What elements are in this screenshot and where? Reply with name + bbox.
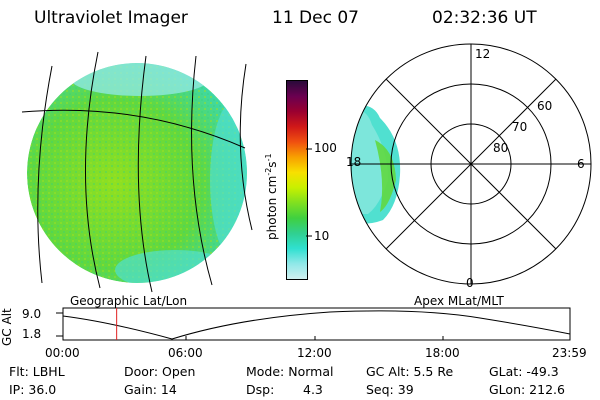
mlt-0: 0 bbox=[466, 276, 474, 290]
instrument-title: Ultraviolet Imager bbox=[34, 8, 188, 28]
info-glat: GLat: -49.3 bbox=[489, 364, 559, 379]
mlat-70: 70 bbox=[512, 120, 528, 134]
color-bar bbox=[286, 80, 308, 280]
altitude-ymax: 9.0 bbox=[22, 307, 42, 321]
info-door: Door: Open bbox=[124, 364, 196, 379]
xtick-0000: 00:00 bbox=[45, 346, 80, 360]
date-label: 11 Dec 07 bbox=[272, 8, 359, 28]
left-caption: Geographic Lat/Lon bbox=[70, 294, 188, 308]
altitude-ymin: 1.8 bbox=[22, 327, 42, 341]
info-dsp-label: Dsp: bbox=[246, 382, 275, 397]
xtick-1800: 18:00 bbox=[425, 346, 460, 360]
info-ip: IP: 36.0 bbox=[9, 382, 57, 397]
colorbar-tick-10: 10 bbox=[314, 229, 330, 243]
xtick-2359: 23:59 bbox=[552, 346, 587, 360]
right-caption: Apex MLat/MLT bbox=[414, 294, 504, 308]
colorbar-tick-100: 100 bbox=[314, 141, 337, 155]
info-dsp-value: 4.3 bbox=[303, 382, 323, 397]
mlat-60: 60 bbox=[537, 99, 553, 113]
mlat-80: 80 bbox=[493, 141, 509, 155]
xtick-0600: 06:00 bbox=[168, 346, 203, 360]
info-flt: Flt: LBHL bbox=[9, 364, 65, 379]
info-glon: GLon: 212.6 bbox=[489, 382, 565, 397]
info-mode: Mode: Normal bbox=[246, 364, 334, 379]
info-gc-alt: GC Alt: 5.5 Re bbox=[366, 364, 454, 379]
xtick-1200: 12:00 bbox=[297, 346, 332, 360]
time-label: 02:32:36 UT bbox=[432, 8, 537, 28]
info-gain: Gain: 14 bbox=[124, 382, 177, 397]
mlt-12: 12 bbox=[475, 47, 491, 61]
mlt-18: 18 bbox=[346, 155, 362, 169]
mlt-6: 6 bbox=[577, 157, 585, 171]
info-seq: Seq: 39 bbox=[366, 382, 414, 397]
